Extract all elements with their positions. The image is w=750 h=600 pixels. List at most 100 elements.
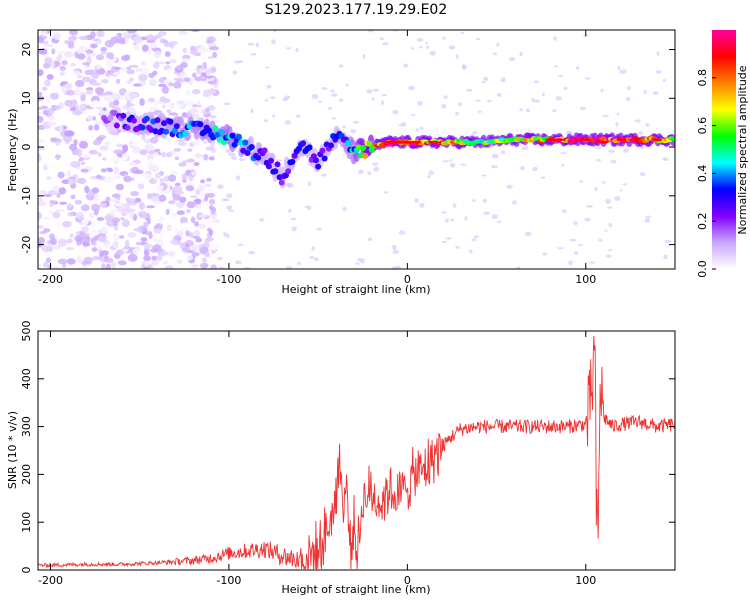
- noise-speckle: [185, 230, 190, 237]
- spectrogram-y-tick-label: 0: [20, 144, 33, 151]
- noise-speckle: [235, 175, 241, 181]
- ridge-core: [113, 122, 120, 129]
- noise-speckle: [92, 140, 102, 146]
- noise-speckle: [295, 48, 299, 53]
- noise-speckle: [90, 31, 96, 39]
- colorbar-tick-label: 0.8: [696, 69, 709, 87]
- spectrogram-x-tick-label: -200: [38, 273, 63, 286]
- noise-speckle: [473, 235, 480, 238]
- noise-speckle: [190, 216, 196, 224]
- noise-speckle: [154, 34, 162, 39]
- noise-speckle: [56, 120, 67, 126]
- noise-speckle: [154, 99, 159, 108]
- noise-speckle: [206, 89, 217, 94]
- noise-speckle: [51, 48, 56, 55]
- ridge-core: [255, 154, 262, 161]
- noise-speckle: [146, 40, 156, 44]
- noise-speckle: [471, 199, 476, 202]
- noise-speckle: [380, 100, 385, 106]
- noise-speckle: [127, 30, 137, 34]
- noise-speckle: [508, 57, 516, 61]
- noise-speckle: [163, 175, 170, 182]
- noise-speckle: [143, 243, 153, 249]
- noise-speckle: [382, 42, 389, 46]
- noise-speckle: [113, 43, 122, 47]
- noise-speckle: [125, 197, 132, 203]
- noise-speckle: [66, 89, 75, 96]
- noise-speckle: [123, 175, 132, 183]
- noise-speckle: [197, 65, 203, 69]
- noise-speckle: [273, 30, 277, 33]
- ridge-core: [248, 144, 255, 150]
- noise-speckle: [174, 182, 181, 187]
- ridge-core: [238, 139, 245, 146]
- noise-speckle: [100, 51, 107, 55]
- ridge-peak: [652, 138, 663, 142]
- noise-speckle: [596, 158, 602, 162]
- ridge-core: [278, 179, 285, 186]
- noise-speckle: [126, 208, 136, 212]
- noise-speckle: [130, 92, 139, 98]
- noise-speckle: [147, 97, 155, 103]
- noise-speckle: [381, 93, 388, 97]
- colorbar-tick-label: 0.4: [696, 165, 709, 183]
- noise-speckle: [442, 36, 446, 40]
- ridge-core: [182, 130, 189, 137]
- noise-speckle: [38, 142, 42, 147]
- noise-speckle: [272, 114, 276, 118]
- noise-speckle: [138, 73, 148, 82]
- noise-speckle: [105, 72, 111, 77]
- noise-speckle: [50, 88, 59, 94]
- noise-speckle: [165, 208, 170, 216]
- noise-speckle: [148, 178, 158, 185]
- noise-speckle: [113, 149, 123, 154]
- noise-speckle: [129, 262, 136, 269]
- noise-speckle: [441, 211, 447, 214]
- noise-speckle: [321, 87, 328, 90]
- noise-speckle: [417, 101, 423, 106]
- noise-speckle: [187, 148, 193, 152]
- noise-speckle: [181, 112, 188, 118]
- ridge-peak: [580, 138, 591, 142]
- noise-speckle: [44, 79, 51, 87]
- noise-speckle: [264, 98, 269, 102]
- noise-speckle: [122, 144, 129, 153]
- noise-speckle: [403, 63, 409, 68]
- noise-speckle: [462, 64, 466, 69]
- noise-speckle: [71, 99, 77, 107]
- noise-speckle: [419, 202, 425, 208]
- noise-speckle: [525, 231, 532, 236]
- noise-speckle: [201, 257, 207, 263]
- noise-speckle: [460, 163, 467, 166]
- noise-speckle: [201, 72, 207, 77]
- noise-speckle: [68, 176, 77, 180]
- noise-speckle: [52, 211, 61, 219]
- noise-speckle: [61, 85, 67, 93]
- noise-speckle: [496, 42, 500, 47]
- noise-speckle: [38, 106, 44, 110]
- ridge-core: [124, 124, 131, 131]
- ridge-core: [212, 125, 219, 132]
- noise-speckle: [122, 32, 132, 37]
- noise-speckle: [80, 94, 86, 102]
- noise-speckle: [182, 247, 188, 252]
- noise-speckle: [600, 88, 604, 93]
- noise-speckle: [521, 146, 529, 151]
- noise-speckle: [176, 259, 183, 264]
- noise-speckle: [130, 191, 139, 196]
- noise-speckle: [309, 256, 315, 260]
- snr-ticks: -200 -100 0 100 0 100 200 300 400 500: [20, 321, 675, 587]
- noise-speckle: [182, 160, 188, 165]
- noise-speckle: [181, 173, 188, 181]
- noise-speckle: [102, 157, 107, 161]
- noise-speckle: [573, 221, 578, 226]
- noise-speckle: [167, 174, 177, 182]
- noise-speckle: [408, 85, 415, 91]
- noise-speckle: [172, 213, 177, 218]
- noise-speckle: [96, 136, 104, 141]
- noise-speckle: [126, 66, 131, 70]
- noise-speckle: [656, 51, 660, 56]
- noise-speckle: [90, 43, 98, 49]
- noise-speckle: [96, 30, 105, 38]
- noise-speckle: [78, 35, 89, 41]
